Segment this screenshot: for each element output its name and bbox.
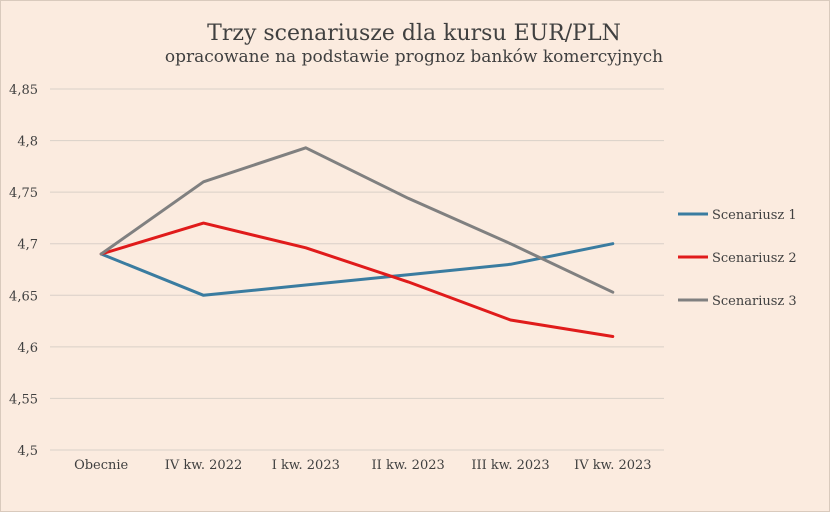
y-axis-ticks: 4,5 4,55 4,6 4,65 4,7 4,75 4,8 4,85 (9, 83, 38, 459)
series-line-3 (99, 146, 615, 294)
chart-subtitle: opracowane na podstawie prognoz banków k… (165, 47, 663, 67)
series-line-2 (99, 221, 615, 338)
y-tick-label: 4,6 (17, 341, 38, 356)
legend-label: Scenariusz 2 (712, 251, 797, 266)
y-tick-label: 4,85 (9, 83, 38, 98)
x-tick-label: IV kw. 2022 (165, 458, 242, 473)
y-tick-label: 4,7 (17, 238, 38, 253)
x-tick-label: IV kw. 2023 (574, 458, 651, 473)
y-tick-label: 4,65 (9, 289, 38, 304)
x-tick-label: Obecnie (74, 458, 128, 473)
y-tick-label: 4,5 (17, 444, 38, 459)
legend-label: Scenariusz 3 (712, 294, 797, 309)
legend: Scenariusz 1 Scenariusz 2 Scenariusz 3 (678, 208, 797, 309)
legend-label: Scenariusz 1 (712, 208, 797, 223)
x-tick-label: III kw. 2023 (471, 458, 549, 473)
x-axis-ticks: Obecnie IV kw. 2022 I kw. 2023 II kw. 2023 I… (74, 458, 651, 473)
gridlines (50, 88, 664, 451)
x-tick-label: I kw. 2023 (272, 458, 340, 473)
x-tick-label: II kw. 2023 (372, 458, 445, 473)
y-tick-label: 4,55 (9, 392, 38, 407)
y-tick-label: 4,75 (9, 186, 38, 201)
series-line-1 (99, 242, 615, 297)
series-lines (99, 146, 615, 338)
chart-title: Trzy scenariusze dla kursu EUR/PLN (207, 21, 621, 46)
y-tick-label: 4,8 (17, 135, 38, 150)
